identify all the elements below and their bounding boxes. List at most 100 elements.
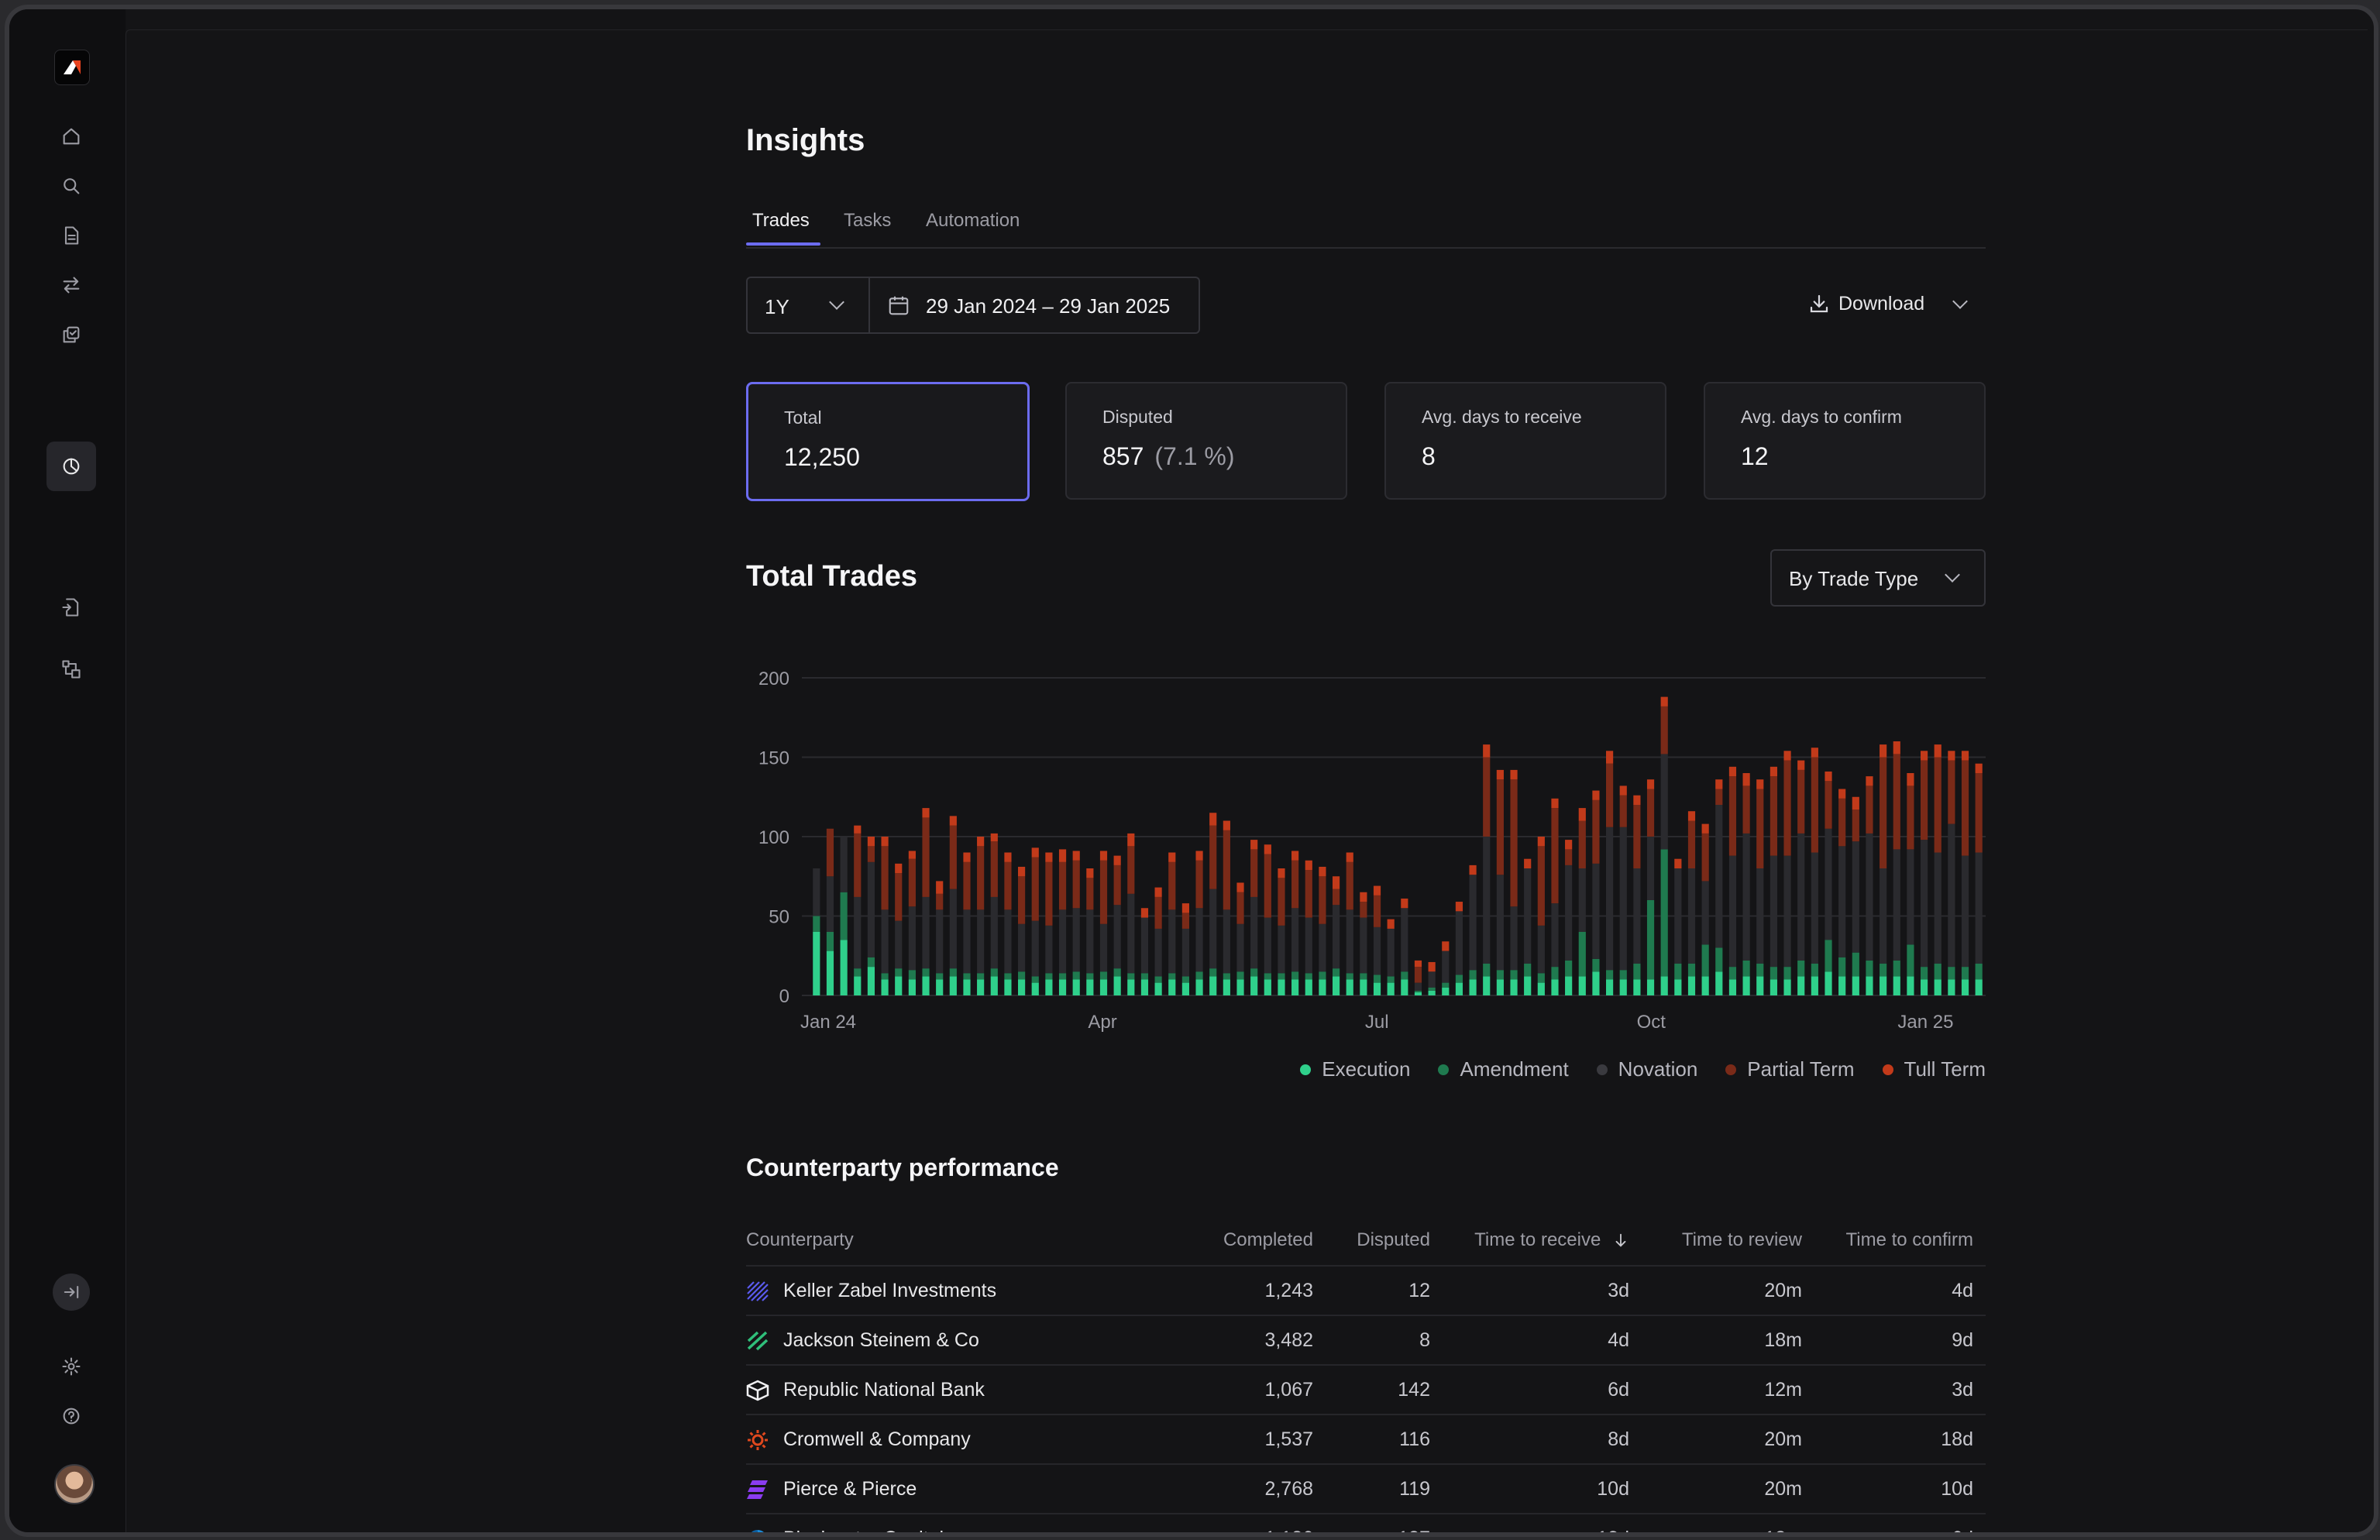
bar-segment bbox=[1742, 833, 1750, 961]
tab-bar: Trades Tasks Automation bbox=[746, 196, 1986, 249]
bar-segment bbox=[1565, 976, 1573, 995]
bar-segment bbox=[1742, 960, 1750, 977]
counterparty-name[interactable]: Pierce & Pierce bbox=[783, 1478, 917, 1500]
sidebar-item-documents[interactable] bbox=[53, 217, 90, 254]
bar-segment bbox=[922, 968, 930, 977]
bar-segment bbox=[949, 976, 957, 995]
sidebar bbox=[9, 9, 126, 1532]
sidebar-item-transfers[interactable] bbox=[53, 266, 90, 304]
bar-segment bbox=[1360, 973, 1367, 980]
stat-number: 8 bbox=[1422, 442, 1436, 470]
bar-segment bbox=[1401, 971, 1408, 980]
bar-segment bbox=[1332, 905, 1340, 969]
bar-segment bbox=[1305, 917, 1312, 974]
bar-segment bbox=[1086, 973, 1094, 980]
tab-automation[interactable]: Automation bbox=[926, 210, 1020, 231]
stat-card-total[interactable]: Total 12,250 bbox=[746, 382, 1030, 501]
bar-segment bbox=[1018, 979, 1026, 995]
sidebar-item-settings[interactable] bbox=[53, 1348, 90, 1385]
bar-segment bbox=[1537, 982, 1545, 995]
user-avatar[interactable] bbox=[54, 1464, 95, 1504]
table-row[interactable]: Blackwater Capital 1,186 137 12d 18m 6d bbox=[746, 1513, 1986, 1532]
sidebar-item-tasks[interactable] bbox=[53, 316, 90, 353]
counterparty-name[interactable]: Blackwater Capital bbox=[783, 1528, 944, 1532]
bar-segment bbox=[1756, 779, 1764, 789]
tab-trades[interactable]: Trades bbox=[752, 210, 810, 231]
counterparty-name[interactable]: Jackson Steinem & Co bbox=[783, 1329, 979, 1351]
bar-segment bbox=[1168, 852, 1176, 862]
column-header-counterparty[interactable]: Counterparty bbox=[746, 1229, 854, 1250]
column-header-time-to-confirm[interactable]: Time to confirm bbox=[1845, 1229, 1973, 1250]
bar-segment bbox=[1578, 868, 1586, 932]
bar-segment bbox=[1592, 790, 1600, 800]
bar-segment bbox=[1031, 857, 1039, 921]
legend-label: Tull Term bbox=[1904, 1057, 1986, 1081]
stat-card-disputed[interactable]: Disputed 857 (7.1 %) bbox=[1065, 382, 1347, 500]
bar-segment bbox=[1961, 855, 1969, 968]
sidebar-item-home[interactable] bbox=[53, 118, 90, 155]
bar-segment bbox=[1687, 811, 1696, 821]
bar-segment bbox=[1660, 706, 1668, 755]
sidebar-item-search[interactable] bbox=[53, 167, 90, 205]
bar-segment bbox=[1004, 852, 1012, 862]
bar-segment bbox=[826, 932, 834, 951]
stat-card-avg-receive[interactable]: Avg. days to receive 8 bbox=[1384, 382, 1666, 500]
sidebar-item-insights[interactable] bbox=[46, 442, 96, 491]
column-header-completed[interactable]: Completed bbox=[1223, 1229, 1313, 1250]
bar-segment bbox=[1469, 970, 1477, 980]
bar-segment bbox=[1154, 982, 1162, 995]
column-header-time-to-review[interactable]: Time to review bbox=[1681, 1229, 1802, 1250]
bar-segment bbox=[1319, 923, 1326, 972]
bar-segment bbox=[1948, 760, 1955, 824]
legend-item[interactable]: Partial Term bbox=[1725, 1057, 1855, 1081]
bar-segment bbox=[1619, 970, 1627, 980]
counterparty-name[interactable]: Republic National Bank bbox=[783, 1379, 985, 1401]
bar-segment bbox=[1687, 820, 1696, 868]
bar-segment bbox=[1346, 973, 1353, 980]
column-header-disputed[interactable]: Disputed bbox=[1357, 1229, 1430, 1250]
stat-card-avg-confirm[interactable]: Avg. days to confirm 12 bbox=[1704, 382, 1986, 500]
bar-segment bbox=[1907, 976, 1914, 995]
sidebar-collapse-button[interactable] bbox=[53, 1274, 90, 1311]
bar-segment bbox=[1346, 979, 1353, 995]
bar-segment bbox=[1852, 841, 1859, 953]
table-row[interactable]: Cromwell & Company 1,537 116 8d 20m 18d bbox=[746, 1414, 1986, 1463]
download-button[interactable]: Download bbox=[1787, 277, 1986, 331]
bar-segment bbox=[1606, 970, 1614, 980]
app-logo[interactable] bbox=[54, 50, 90, 85]
bar-segment bbox=[1278, 925, 1285, 974]
bar-segment bbox=[881, 837, 889, 847]
bar-segment bbox=[1701, 944, 1709, 977]
legend-item[interactable]: Tull Term bbox=[1882, 1057, 1986, 1081]
table-row[interactable]: Keller Zabel Investments 1,243 12 3d 20m… bbox=[746, 1265, 1986, 1315]
counterparty-name[interactable]: Cromwell & Company bbox=[783, 1428, 971, 1450]
table-row[interactable]: Republic National Bank 1,067 142 6d 12m … bbox=[746, 1364, 1986, 1414]
legend-item[interactable]: Novation bbox=[1596, 1057, 1697, 1081]
bar-segment bbox=[1031, 920, 1039, 977]
bar-segment bbox=[1086, 878, 1094, 910]
bar-segment bbox=[1578, 820, 1586, 868]
column-header-time-to-receive[interactable]: Time to receive bbox=[1474, 1229, 1629, 1251]
bar-segment bbox=[1934, 852, 1941, 964]
legend-item[interactable]: Amendment bbox=[1438, 1057, 1569, 1081]
bar-segment bbox=[1551, 798, 1559, 809]
sidebar-item-workflow[interactable] bbox=[53, 651, 90, 688]
range-select[interactable]: 1Y bbox=[748, 278, 870, 332]
counterparty-name[interactable]: Keller Zabel Investments bbox=[783, 1280, 997, 1301]
date-range-picker[interactable]: 29 Jan 2024 – 29 Jan 2025 bbox=[870, 278, 1199, 332]
sidebar-item-returns[interactable] bbox=[53, 589, 90, 626]
legend-label: Amendment bbox=[1460, 1057, 1569, 1081]
table-row[interactable]: Jackson Steinem & Co 3,482 8 4d 18m 9d bbox=[746, 1315, 1986, 1364]
tab-tasks[interactable]: Tasks bbox=[844, 210, 892, 231]
grouping-select[interactable]: By Trade Type bbox=[1770, 549, 1986, 607]
bar-segment bbox=[1961, 760, 1969, 856]
bar-segment bbox=[1086, 868, 1094, 878]
bar-segment bbox=[1825, 971, 1832, 995]
disputed-cell: 12 bbox=[1408, 1280, 1430, 1301]
sidebar-item-help[interactable] bbox=[53, 1397, 90, 1435]
bar-segment bbox=[1099, 971, 1108, 980]
legend-item[interactable]: Execution bbox=[1300, 1057, 1410, 1081]
bar-segment bbox=[1018, 876, 1026, 924]
table-row[interactable]: Pierce & Pierce 2,768 119 10d 20m 10d bbox=[746, 1463, 1986, 1513]
bar-segment bbox=[1387, 928, 1395, 977]
